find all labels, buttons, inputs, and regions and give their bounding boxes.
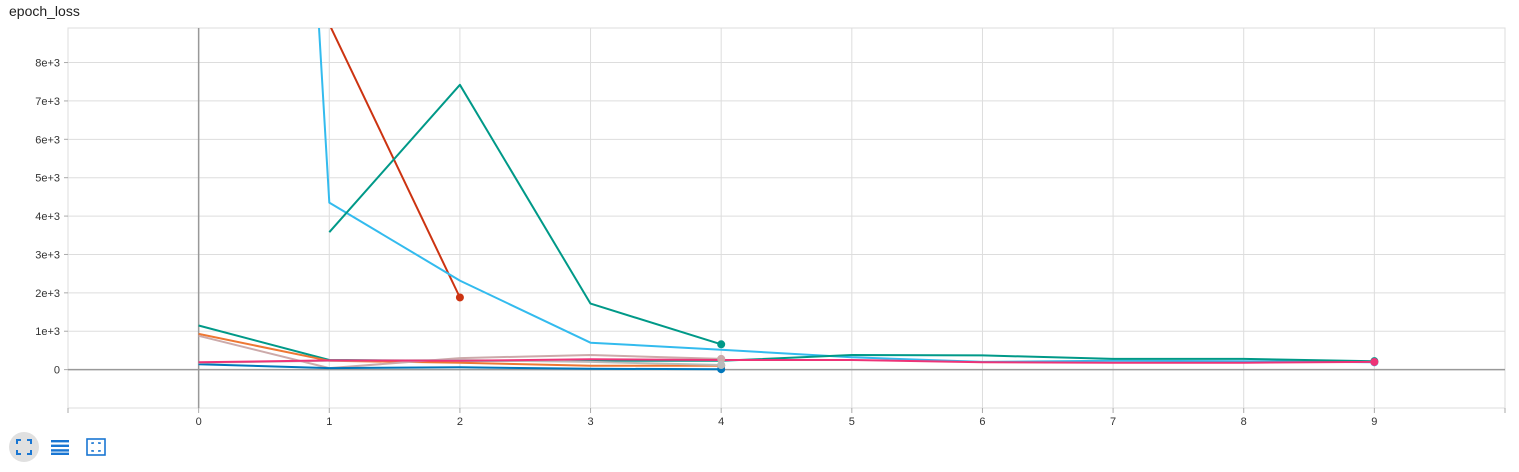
x-tick-label: 7	[1110, 416, 1116, 428]
expand-icon	[16, 439, 32, 455]
x-tick-label: 0	[196, 416, 202, 428]
y-tick-label: 6e+3	[35, 134, 60, 146]
y-tick-label: 2e+3	[35, 288, 60, 300]
y-tick-label: 8e+3	[35, 58, 60, 70]
x-tick-label: 2	[457, 416, 463, 428]
y-tick-label: 5e+3	[35, 173, 60, 185]
expand-button[interactable]	[9, 432, 39, 462]
series-line-3	[328, 83, 722, 346]
series-line-8	[198, 358, 1375, 364]
series-group	[198, 28, 1379, 374]
chart-title: epoch_loss	[9, 3, 80, 19]
series-end-marker-5	[717, 354, 726, 363]
series-end-marker-3	[717, 340, 726, 349]
y-tick-label: 7e+3	[35, 96, 60, 108]
series-end-marker-0	[455, 293, 464, 302]
series-end-marker-8	[1370, 357, 1379, 366]
toggle-log-scale-button[interactable]	[45, 432, 75, 462]
series-line-6	[198, 363, 722, 371]
x-tick-label: 4	[718, 416, 724, 428]
y-tick-label: 1e+3	[35, 326, 60, 338]
chart-plot: 0 1 2 3 4 5 6 7 8 9 0 1e+3 2e+3 3e+3 4e+3 5e+3 6e+3 7e+3 8…	[35, 27, 1506, 428]
x-tick-label: 6	[979, 416, 985, 428]
y-tick-label: 4e+3	[35, 211, 60, 223]
x-tick-label: 5	[849, 416, 855, 428]
x-tick-label: 1	[326, 416, 332, 428]
fit-domain-icon	[86, 438, 106, 456]
x-tick-label: 3	[587, 416, 593, 428]
list-icon	[51, 440, 69, 455]
x-tick-label: 9	[1371, 416, 1377, 428]
series-end-marker-7	[717, 361, 726, 370]
y-tick-label: 3e+3	[35, 249, 60, 261]
y-tick-label: 0	[54, 365, 60, 377]
chart-toolbar	[9, 432, 111, 462]
x-tick-label: 8	[1241, 416, 1247, 428]
fit-domain-button[interactable]	[81, 432, 111, 462]
series-line-5	[198, 334, 722, 370]
series-line-0	[330, 28, 461, 298]
series-line-1	[318, 28, 1375, 364]
series-line-4	[198, 332, 722, 367]
